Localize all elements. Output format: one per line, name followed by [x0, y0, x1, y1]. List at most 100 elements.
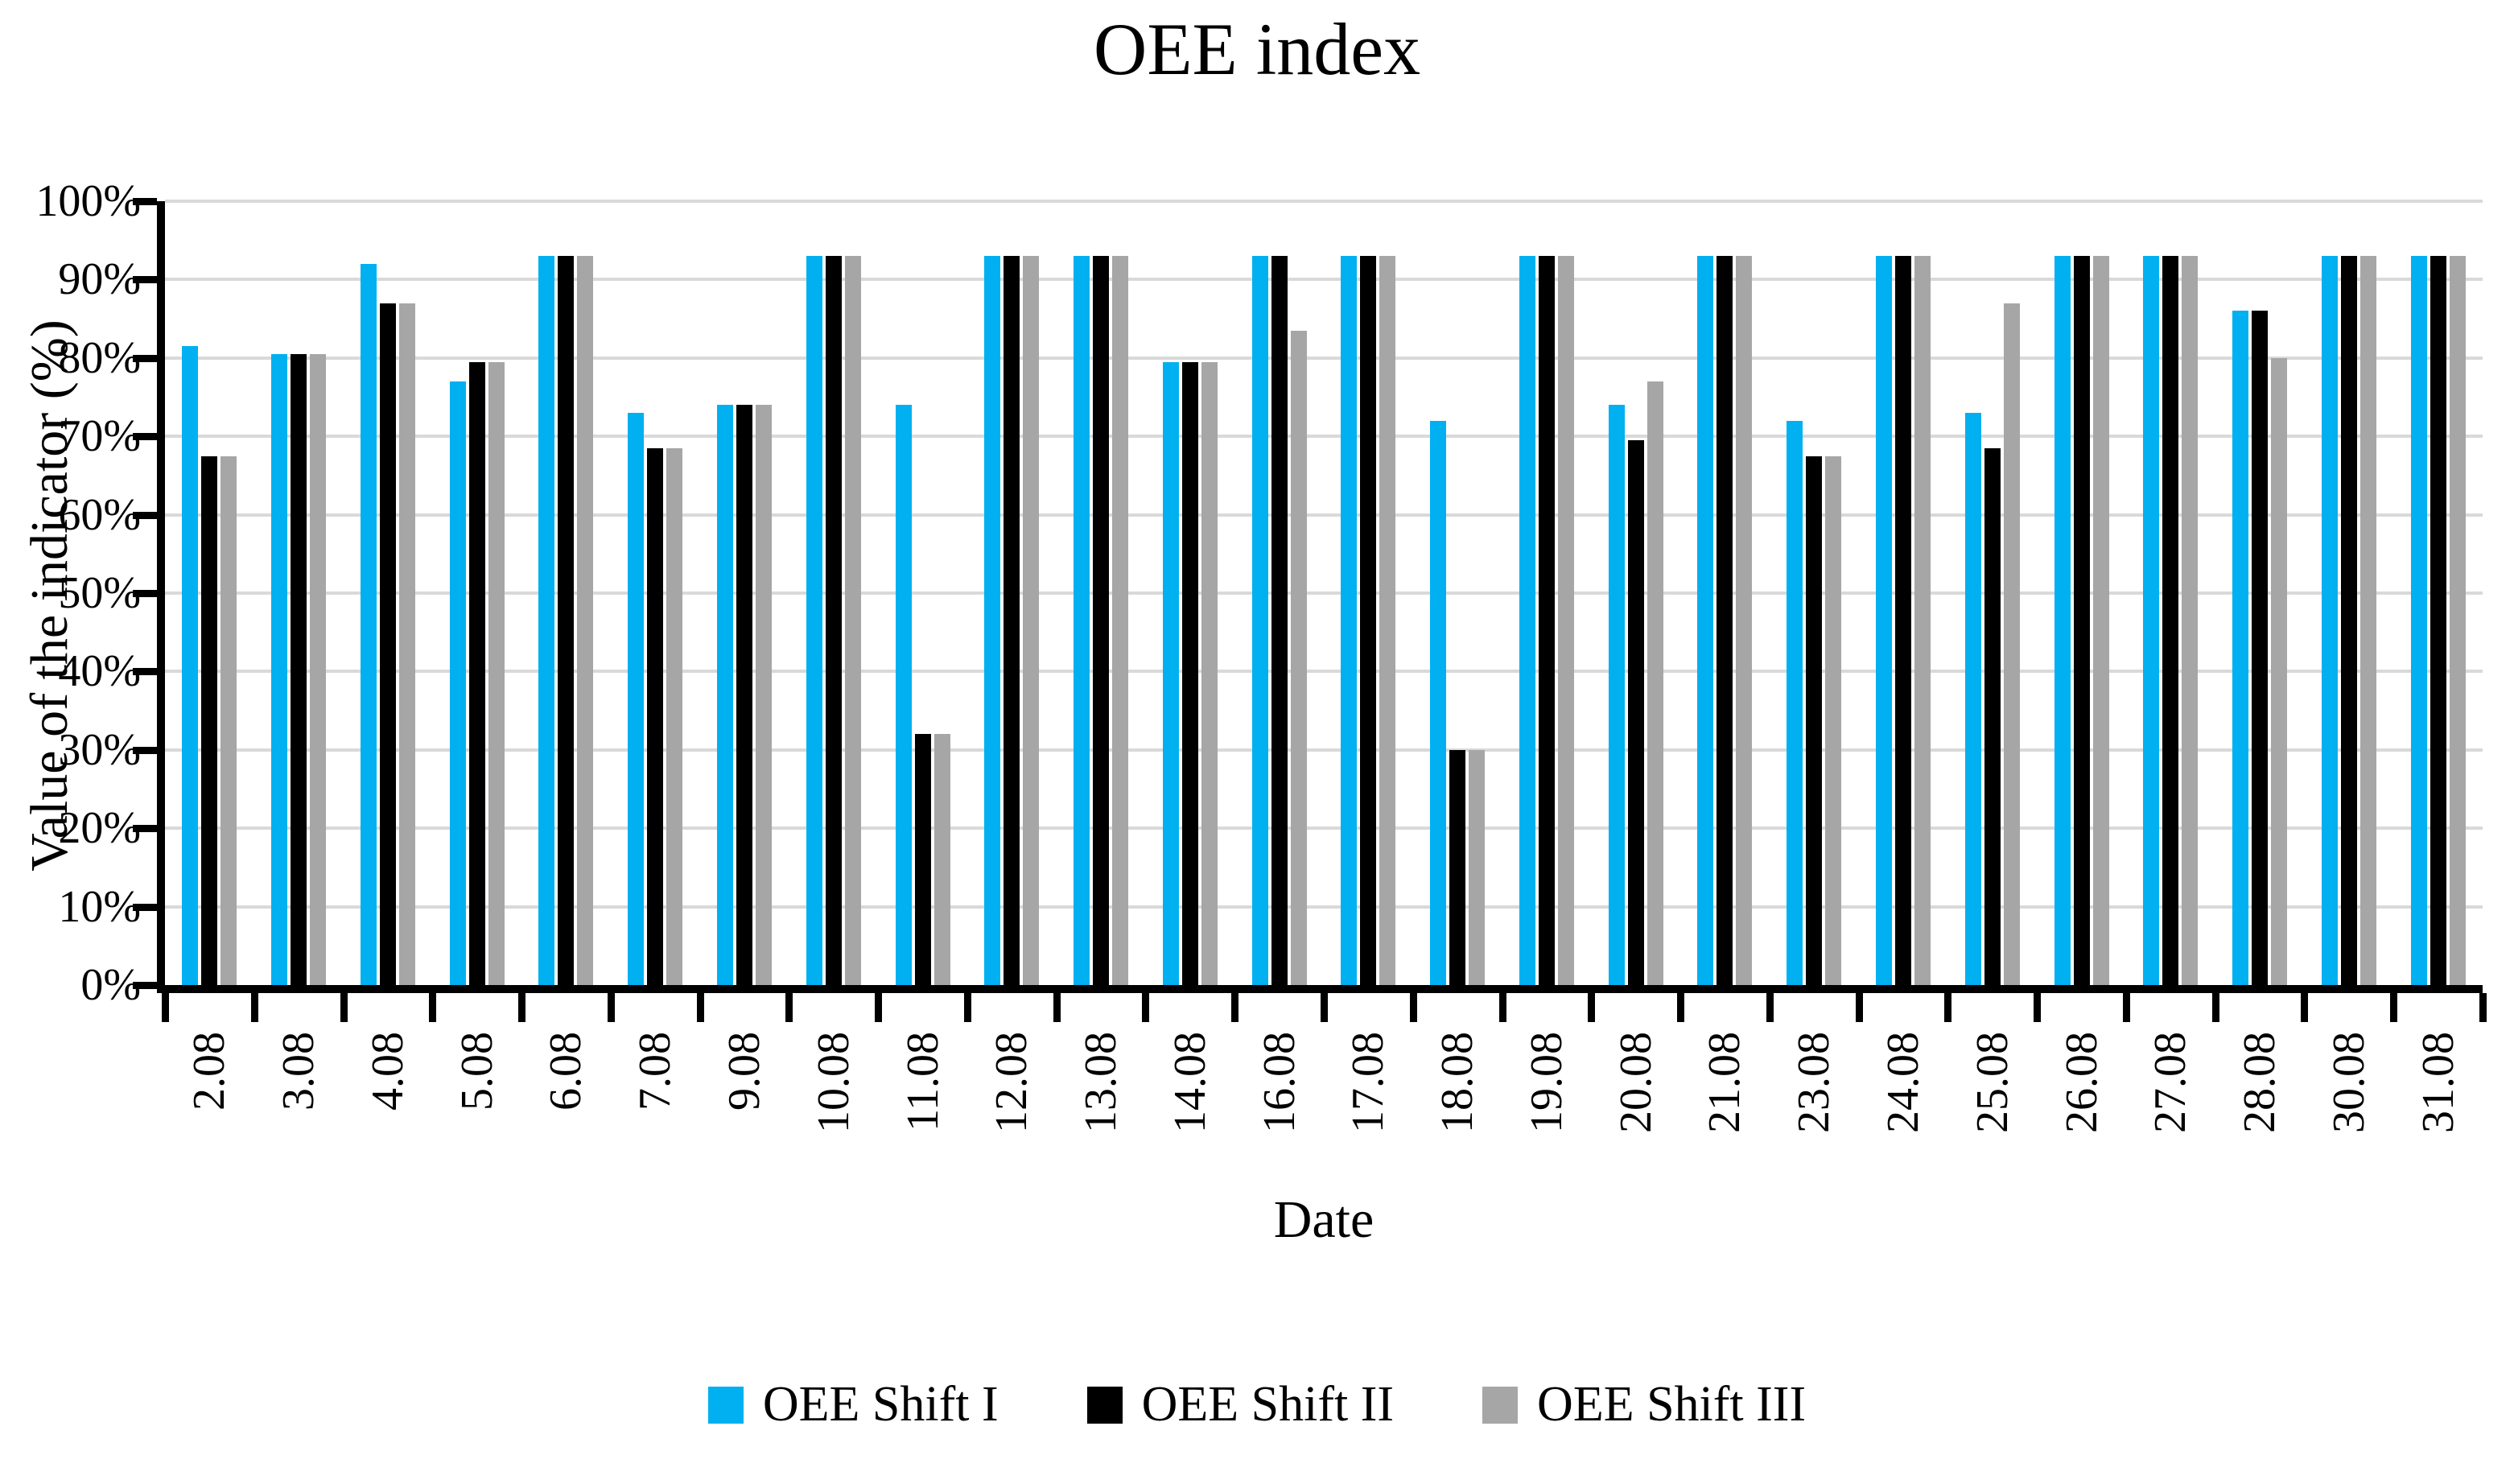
bar-oee-shift-iii-27.08: [2182, 256, 2198, 985]
bar-oee-shift-i-13.08: [1074, 256, 1090, 985]
x-tick-label: 6.08: [541, 1032, 591, 1111]
x-axis-tick: [875, 993, 882, 1022]
bar-oee-shift-i-19.08: [1519, 256, 1535, 985]
chart-title: OEE index: [1093, 8, 1421, 90]
legend-item-oee-shift-iii: OEE Shift III: [1482, 1376, 1806, 1433]
gridline: [165, 748, 2483, 752]
legend-swatch-oee-shift-ii: [1086, 1386, 1123, 1424]
gridline: [165, 435, 2483, 438]
bar-oee-shift-iii-30.08: [2360, 256, 2376, 985]
bar-oee-shift-iii-20.08: [1647, 381, 1663, 985]
bar-oee-shift-iii-31.08: [2450, 256, 2466, 985]
x-tick-label: 11.08: [898, 1032, 948, 1132]
bar-oee-shift-i-4.08: [361, 264, 377, 985]
x-tick-label: 27.08: [2145, 1032, 2195, 1133]
x-tick-label: 14.08: [1165, 1032, 1215, 1133]
bar-oee-shift-i-11.08: [896, 405, 912, 985]
bar-oee-shift-i-27.08: [2143, 256, 2159, 985]
x-tick-label: 31.08: [2413, 1032, 2463, 1133]
bar-oee-shift-i-14.08: [1163, 362, 1179, 985]
x-axis-tick: [1142, 993, 1149, 1022]
bar-oee-shift-i-2.08: [182, 346, 198, 985]
x-tick-label: 28.08: [2235, 1032, 2285, 1133]
bar-oee-shift-i-26.08: [2054, 256, 2071, 985]
x-axis-tick: [1053, 993, 1061, 1022]
bar-oee-shift-ii-28.08: [2252, 311, 2268, 985]
bar-oee-shift-ii-13.08: [1093, 256, 1109, 985]
x-tick-label: 12.08: [987, 1032, 1037, 1133]
x-tick-label: 24.08: [1878, 1032, 1928, 1133]
plot-area: 100% 90% 80% 70% 60% 50% 40% 30% 20% 10% 0% 2.08 3.0…: [35, 177, 2487, 1133]
x-axis-title: Date: [1273, 1190, 1374, 1249]
y-tick-label: 30%: [58, 725, 141, 775]
bar-oee-shift-i-5.08: [450, 381, 466, 985]
bar-oee-shift-iii-24.08: [1914, 256, 1931, 985]
bar-oee-shift-i-24.08: [1876, 256, 1892, 985]
bar-oee-shift-ii-26.08: [2074, 256, 2090, 985]
legend-swatch-oee-shift-i: [707, 1386, 744, 1424]
y-axis-tick: [133, 982, 157, 989]
bar-oee-shift-iii-18.08: [1469, 750, 1485, 985]
gridline: [165, 357, 2483, 360]
y-axis-tick: [133, 590, 157, 597]
bar-oee-shift-i-30.08: [2322, 256, 2338, 985]
legend-label: OEE Shift III: [1537, 1377, 1807, 1432]
y-tick-label: 100%: [35, 176, 141, 226]
x-tick-label: 23.08: [1789, 1032, 1839, 1133]
y-tick-label: 0%: [80, 960, 141, 1010]
bar-oee-shift-i-3.08: [271, 354, 287, 985]
bar-oee-shift-ii-6.08: [558, 256, 574, 985]
bar-oee-shift-iii-16.08: [1291, 331, 1307, 985]
legend-item-oee-shift-ii: OEE Shift II: [1086, 1376, 1395, 1433]
x-axis-tick: [608, 993, 615, 1022]
bar-oee-shift-ii-24.08: [1895, 256, 1911, 985]
y-axis-tick: [133, 512, 157, 519]
x-tick-label: 30.08: [2324, 1032, 2374, 1133]
bar-oee-shift-ii-18.08: [1449, 750, 1465, 985]
bar-oee-shift-ii-9.08: [736, 405, 752, 985]
x-axis-tick: [162, 993, 169, 1022]
bar-oee-shift-iii-6.08: [577, 256, 593, 985]
y-axis-tick: [133, 198, 157, 205]
x-tick-label: 26.08: [2057, 1032, 2107, 1133]
bar-oee-shift-ii-21.08: [1717, 256, 1733, 985]
bar-oee-shift-ii-23.08: [1806, 456, 1822, 985]
bar-oee-shift-iii-14.08: [1201, 362, 1218, 985]
x-axis-tick: [1588, 993, 1595, 1022]
y-axis-tick: [133, 747, 157, 754]
bar-oee-shift-i-18.08: [1430, 421, 1446, 985]
bar-oee-shift-i-17.08: [1341, 256, 1357, 985]
bar-oee-shift-ii-2.08: [201, 456, 217, 985]
legend-swatch-oee-shift-iii: [1482, 1386, 1519, 1424]
x-tick-label: 5.08: [452, 1032, 502, 1111]
bar-oee-shift-i-25.08: [1965, 413, 1981, 985]
bar-oee-shift-iii-3.08: [310, 354, 326, 985]
bar-oee-shift-ii-20.08: [1628, 440, 1644, 985]
x-axis-tick: [340, 993, 348, 1022]
bar-oee-shift-iii-28.08: [2271, 358, 2287, 985]
x-tick-label: 17.08: [1343, 1032, 1393, 1133]
bar-oee-shift-ii-30.08: [2341, 256, 2357, 985]
y-axis-tick: [133, 276, 157, 283]
gridline: [165, 827, 2483, 830]
bar-oee-shift-i-21.08: [1697, 256, 1713, 985]
bar-oee-shift-ii-16.08: [1271, 256, 1288, 985]
legend-label: OEE Shift II: [1141, 1377, 1395, 1432]
bar-oee-shift-iii-9.08: [756, 405, 772, 985]
bar-oee-shift-iii-23.08: [1825, 456, 1841, 985]
x-axis-tick: [2479, 993, 2487, 1022]
y-axis-tick: [133, 668, 157, 675]
bar-oee-shift-ii-31.08: [2430, 256, 2446, 985]
x-tick-label: 7.08: [630, 1032, 680, 1111]
bar-oee-shift-i-31.08: [2411, 256, 2427, 985]
x-axis-tick: [2301, 993, 2308, 1022]
bar-oee-shift-iii-5.08: [488, 362, 505, 985]
x-axis-tick: [518, 993, 525, 1022]
bar-oee-shift-iii-19.08: [1558, 256, 1574, 985]
x-axis-tick: [1944, 993, 1951, 1022]
x-axis-tick: [1410, 993, 1417, 1022]
bar-oee-shift-i-28.08: [2232, 311, 2248, 985]
bar-oee-shift-ii-7.08: [647, 448, 663, 985]
x-axis-tick: [251, 993, 258, 1022]
gridline: [165, 513, 2483, 517]
